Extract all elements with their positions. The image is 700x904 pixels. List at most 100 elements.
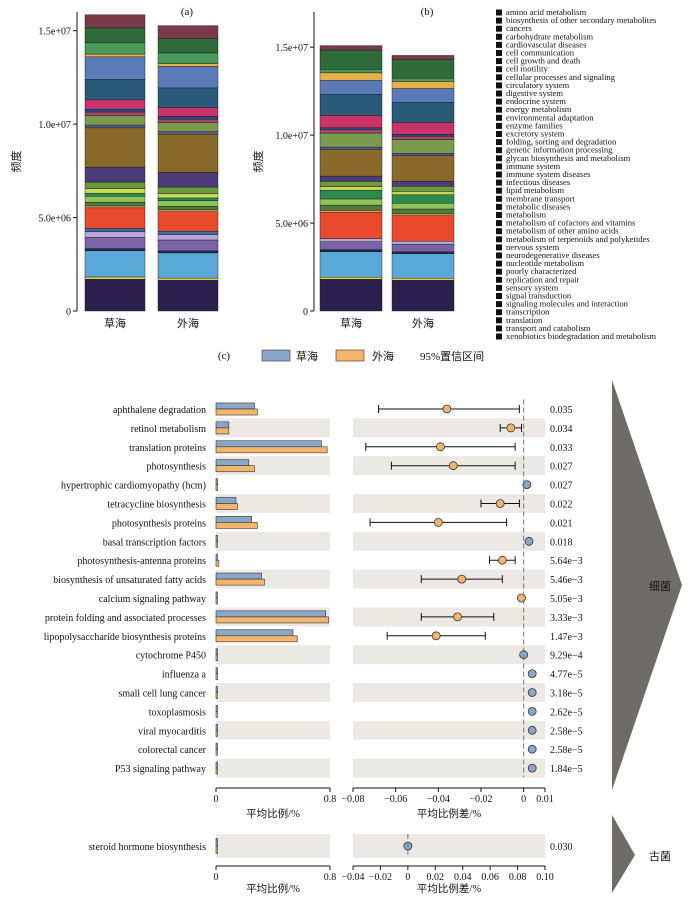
bar-segment xyxy=(319,69,383,74)
row-label: basal transcription factors xyxy=(103,537,206,548)
bar-waihai xyxy=(215,729,218,737)
bar-segment xyxy=(391,153,455,156)
row-band xyxy=(216,494,330,513)
row-band xyxy=(216,645,330,665)
legend-entry: poorly characterized xyxy=(506,266,577,276)
diff-point xyxy=(457,574,467,584)
bar-caohai xyxy=(215,553,218,561)
bar-waihai xyxy=(215,484,218,491)
legend-swatch xyxy=(496,203,502,210)
legend-swatch xyxy=(496,195,502,202)
legend-swatch xyxy=(496,155,502,162)
bar-segment xyxy=(157,38,219,54)
legend-swatch xyxy=(496,179,502,186)
p-value: 0.034 xyxy=(550,424,573,435)
p-value: 1.47e−3 xyxy=(550,632,583,643)
bar-segment xyxy=(319,127,383,130)
bar-segment xyxy=(391,134,455,137)
row-band xyxy=(353,645,545,665)
bar-segment xyxy=(391,243,455,252)
bar-segment xyxy=(157,52,219,64)
legend-swatch xyxy=(496,187,502,194)
bar-segment xyxy=(319,249,383,252)
diff-x-tick-label: 0 xyxy=(521,794,526,805)
bar-segment xyxy=(157,206,219,211)
bar-caohai xyxy=(215,421,230,429)
legend-entry: translation xyxy=(506,315,543,325)
legend-swatch xyxy=(496,139,502,146)
x-category-label: 外海 xyxy=(177,316,199,330)
legend-label-caohai: 草海 xyxy=(296,349,318,363)
bar-segment xyxy=(84,124,146,129)
bar-segment xyxy=(157,252,219,279)
bar-segment xyxy=(84,79,146,101)
legend-swatch xyxy=(496,147,502,154)
bar-x-tick-label: 0 xyxy=(214,872,219,883)
bar-waihai xyxy=(215,578,265,586)
bar-segment xyxy=(319,198,383,206)
bar-caohai xyxy=(215,478,218,485)
bar-x-axis-label: 平均比例/% xyxy=(246,807,300,820)
bar-segment xyxy=(157,279,219,312)
row-label: cytochrome P450 xyxy=(136,651,206,662)
bar-segment xyxy=(157,87,219,108)
bar-segment xyxy=(319,238,383,242)
bar-segment xyxy=(157,134,219,173)
bar-segment xyxy=(84,279,146,312)
legend-entry: amino acid metabolism xyxy=(506,7,587,17)
bar-segment xyxy=(391,155,455,182)
bar-segment xyxy=(391,253,455,279)
bar-segment xyxy=(84,196,146,203)
bar-caohai xyxy=(215,629,294,637)
bar-waihai xyxy=(215,597,218,605)
bar-x-tick-label: 0 xyxy=(214,794,219,805)
legend-swatch xyxy=(496,66,502,73)
legend-entry: metabolism xyxy=(506,210,546,220)
diff-x-tick-label: −0.06 xyxy=(384,794,407,805)
bar-segment xyxy=(319,204,383,211)
bar-waihai xyxy=(215,635,298,643)
bar-segment xyxy=(391,202,455,210)
bar-segment xyxy=(319,129,383,134)
bar-waihai xyxy=(215,427,230,435)
diff-x-tick-label: −0.02 xyxy=(369,872,392,883)
bar-waihai xyxy=(215,540,218,548)
p-value: 0.030 xyxy=(550,842,573,853)
bar-segment xyxy=(84,53,146,58)
bar-x-tick-label: 0.8 xyxy=(324,794,337,805)
bar-segment xyxy=(391,59,455,79)
legend-entry: cellular processes and signaling xyxy=(506,72,616,82)
legend-swatch xyxy=(496,252,502,259)
legend-swatch xyxy=(496,284,502,291)
group-wedge-bacteria xyxy=(612,380,682,790)
legend-entry: environmental adaptation xyxy=(506,112,594,122)
legend-swatch xyxy=(496,333,502,340)
bar-segment xyxy=(84,228,146,232)
bar-waihai xyxy=(215,616,329,624)
diff-point xyxy=(448,461,458,471)
diff-point xyxy=(433,518,443,527)
p-value: 2.58e−5 xyxy=(550,726,583,737)
row-band xyxy=(216,418,330,438)
bar-segment xyxy=(84,14,146,29)
bar-segment xyxy=(391,88,455,103)
p-value: 9.29e−4 xyxy=(550,651,583,662)
y-axis-label: 频度 xyxy=(9,151,23,173)
diff-block: aphthalene degradation 0.035 retinol metab… xyxy=(44,399,583,820)
p-value: 5.64e−3 xyxy=(550,556,583,567)
bar-segment xyxy=(319,115,383,128)
diff-point xyxy=(517,593,526,603)
p-value: 2.58e−5 xyxy=(550,745,583,756)
row-label: translation proteins xyxy=(129,443,206,454)
bar-caohai xyxy=(215,610,327,618)
row-band xyxy=(353,418,545,438)
y-tick-label: 1.0e+07 xyxy=(275,131,308,142)
bar-segment xyxy=(84,205,146,209)
p-value: 2.62e−5 xyxy=(550,707,583,718)
row-label: viral myocarditis xyxy=(138,726,206,737)
bar-caohai xyxy=(215,402,255,410)
diff-point xyxy=(453,612,462,622)
bar-segment xyxy=(319,132,383,148)
diff-point xyxy=(527,669,537,678)
